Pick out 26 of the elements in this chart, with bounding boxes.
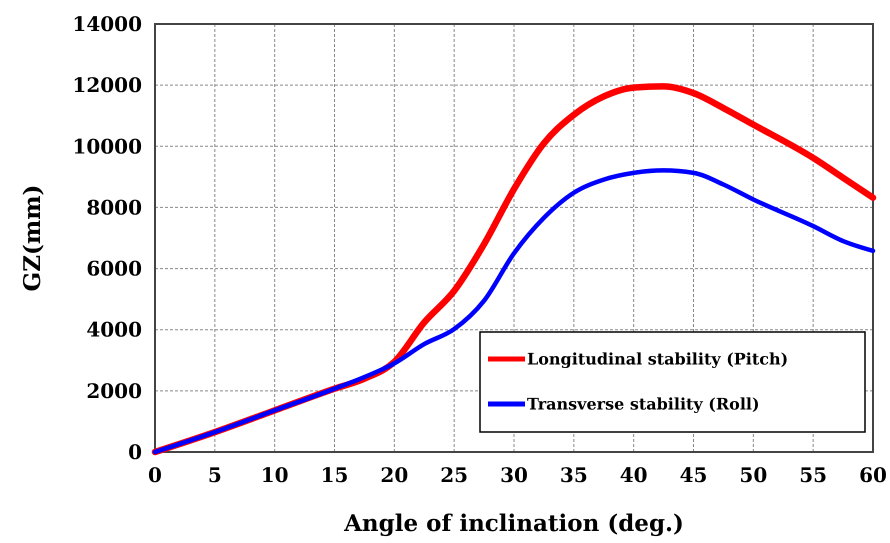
y-tick-label: 4000 xyxy=(86,318,142,342)
y-tick-label: 12000 xyxy=(72,73,142,98)
y-tick-label: 8000 xyxy=(86,195,142,220)
line-series xyxy=(152,168,876,454)
x-tick-label: 45 xyxy=(680,463,708,487)
x-tick-label: 20 xyxy=(380,463,408,487)
x-tick-label: 5 xyxy=(208,463,222,487)
x-axis-title: Angle of inclination (deg.) xyxy=(343,510,684,537)
x-tick-label: 50 xyxy=(739,463,768,487)
y-tick-label: 6000 xyxy=(86,256,142,281)
legend-label: Longitudinal stability (Pitch) xyxy=(527,350,788,369)
x-tick-label: 0 xyxy=(148,463,162,487)
x-tick-label: 10 xyxy=(260,463,289,487)
x-tick-label: 55 xyxy=(799,463,828,487)
x-tick-label: 60 xyxy=(859,463,887,487)
x-tick-label: 35 xyxy=(560,463,588,487)
x-tick-label: 25 xyxy=(440,463,468,487)
y-tick-label: 10000 xyxy=(72,134,142,158)
y-axis-title: GZ(mm) xyxy=(19,184,46,292)
y-tick-label: 14000 xyxy=(72,12,142,36)
x-tick-label: 40 xyxy=(620,463,648,487)
legend-label: Transverse stability (Roll) xyxy=(527,394,760,414)
x-tick-label: 30 xyxy=(500,463,528,487)
y-tick-label: 2000 xyxy=(86,378,142,403)
x-tick-label: 15 xyxy=(320,463,348,487)
y-tick-label: 0 xyxy=(128,440,142,464)
